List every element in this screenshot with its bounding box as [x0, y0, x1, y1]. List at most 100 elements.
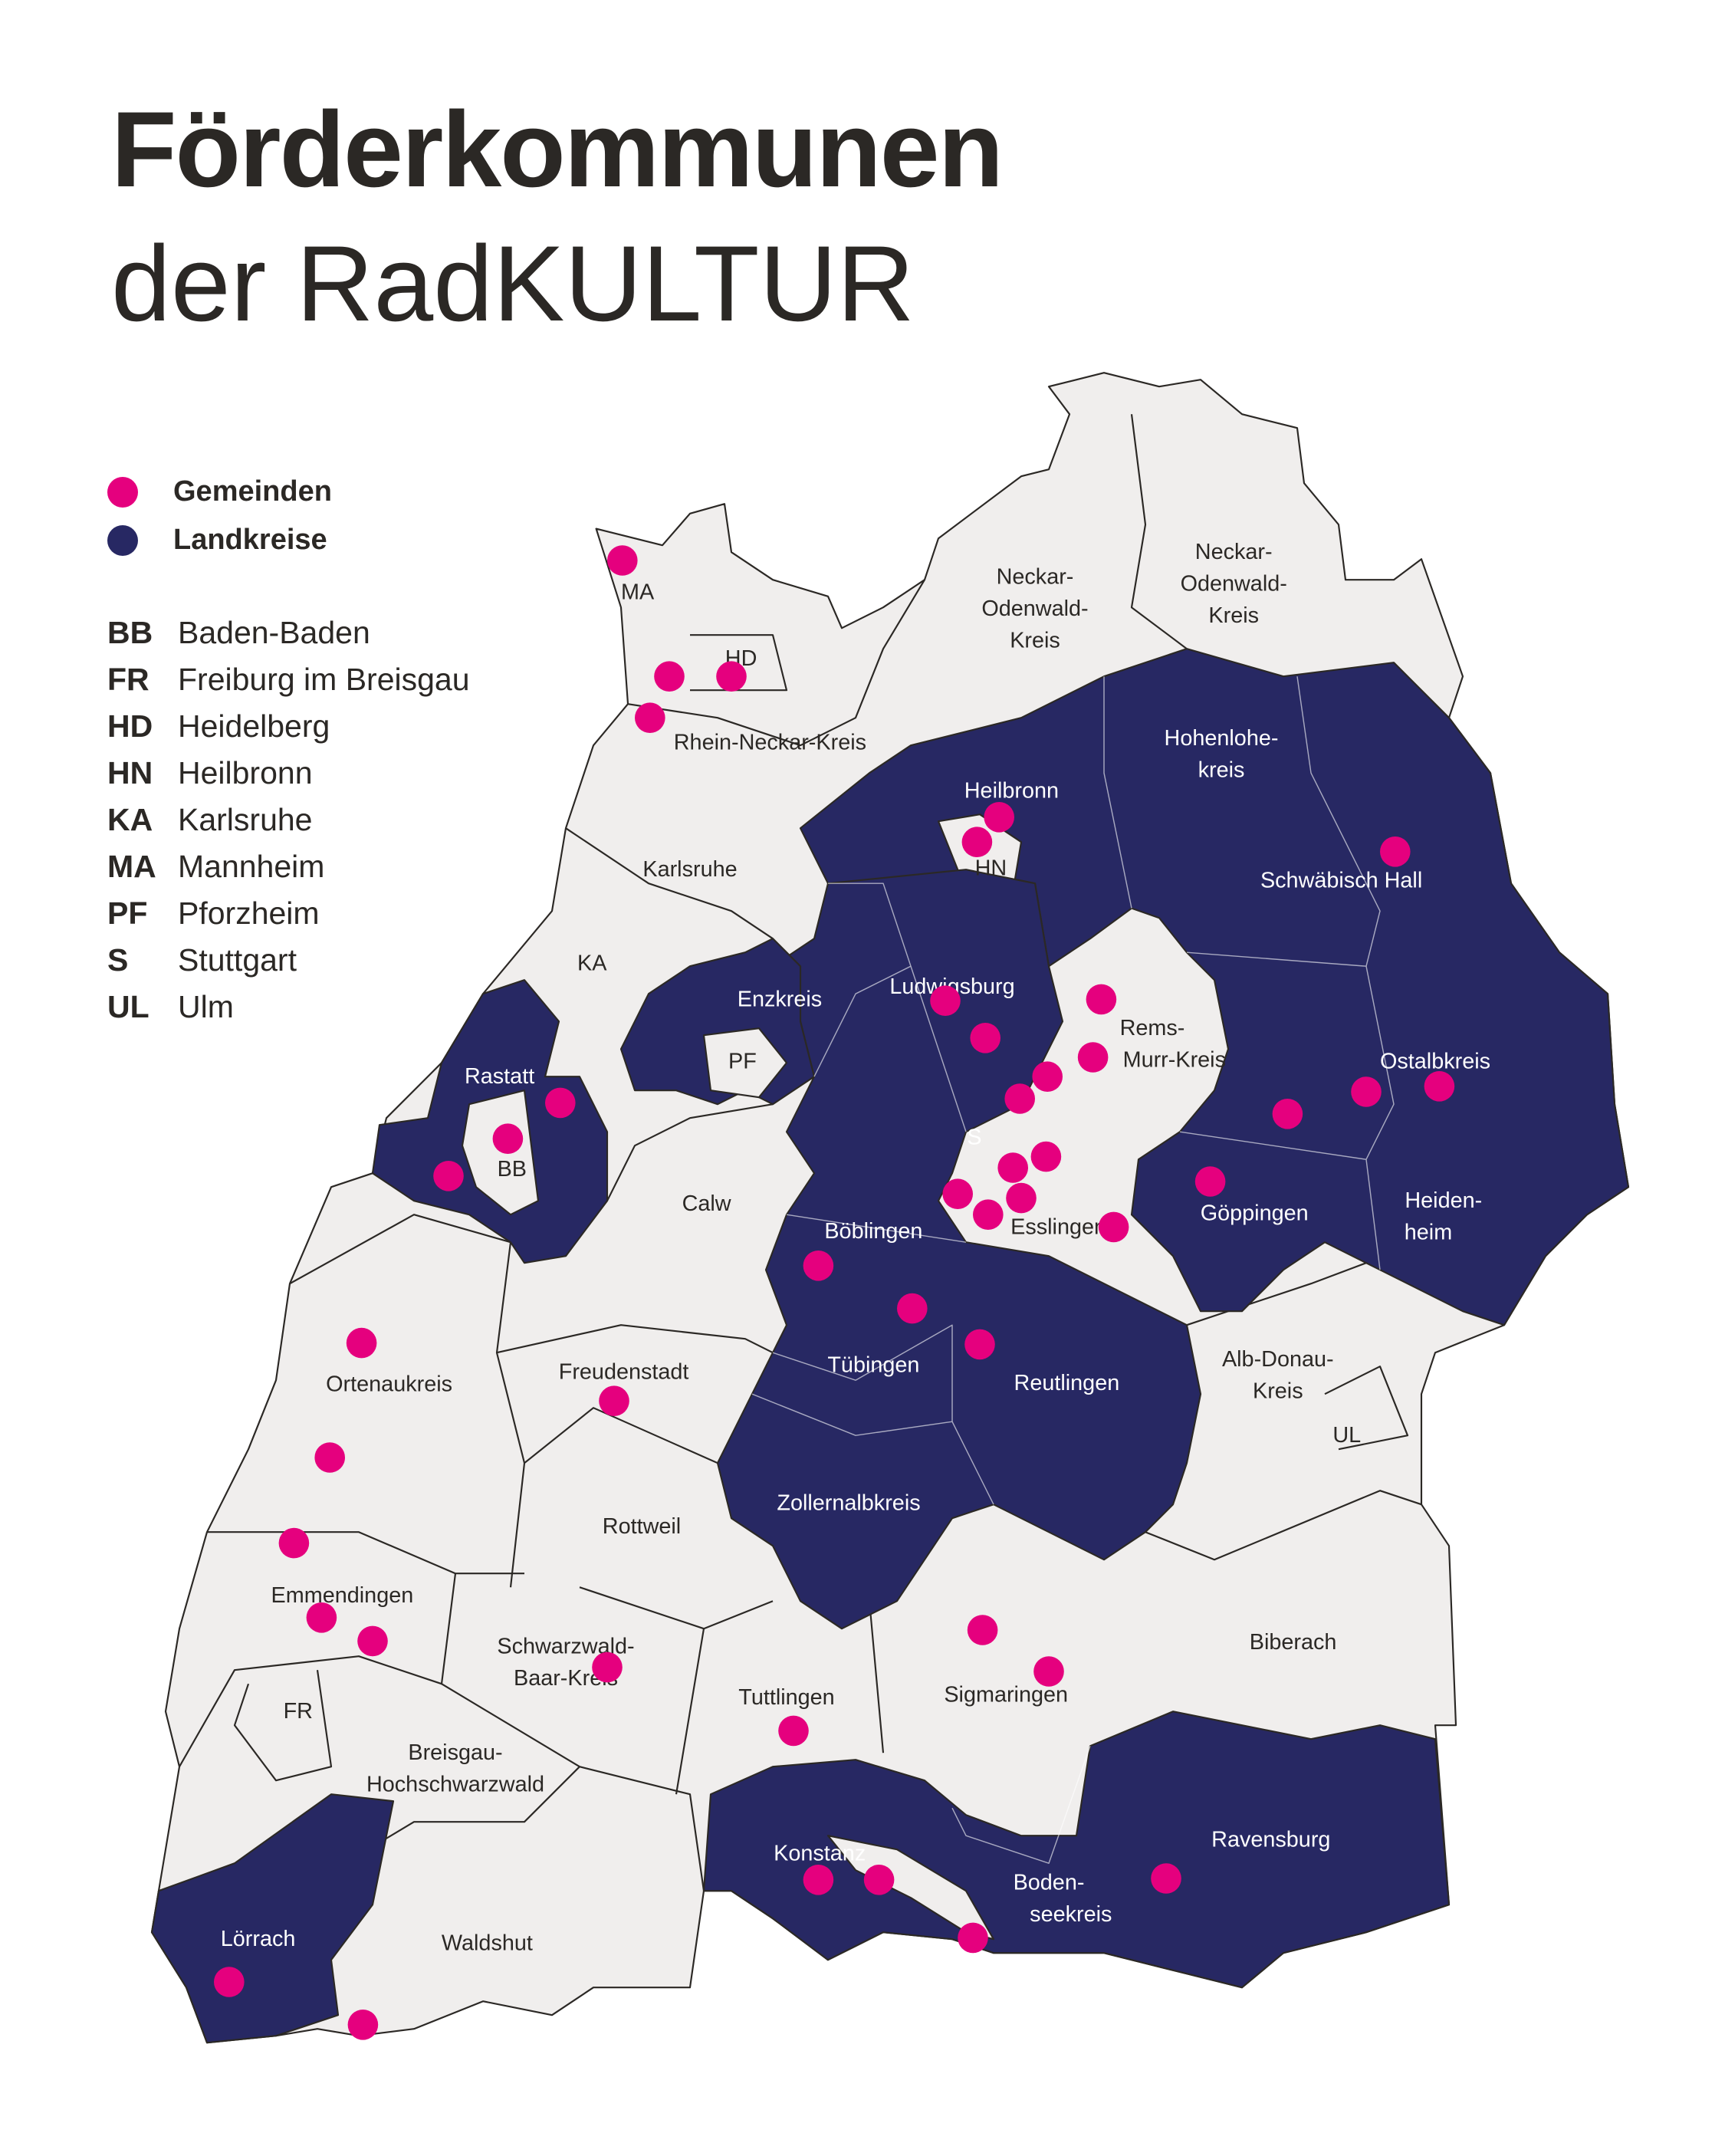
gemeinde-marker	[347, 2010, 379, 2040]
gemeinde-marker	[1424, 1071, 1455, 1102]
abbreviation-name: Heidelberg	[178, 708, 330, 744]
label-tuebingen: Tübingen	[827, 1352, 919, 1377]
abbreviation-list: BB Baden-Baden FR Freiburg im Breisgau HD H…	[107, 610, 470, 1030]
abbreviation-name: Freiburg im Breisgau	[178, 662, 470, 697]
gemeinde-marker	[984, 802, 1014, 833]
gemeinde-marker	[592, 1652, 623, 1683]
abbreviation-code: S	[107, 942, 129, 978]
abbreviation-row: HN Heilbronn	[107, 750, 470, 797]
label-neckar-odenwald-2a: Neckar-	[1195, 540, 1273, 564]
label-neckar-odenwald-1b: Odenwald-	[981, 597, 1088, 621]
navy-dot-icon	[107, 524, 138, 556]
label-neckar-odenwald-2c: Kreis	[1208, 603, 1259, 628]
abbreviation-row: UL Ulm	[107, 984, 470, 1030]
label-karlsruhe: Karlsruhe	[642, 857, 737, 882]
abbreviation-name: Mannheim	[178, 849, 325, 884]
label-biberach: Biberach	[1250, 1630, 1337, 1655]
gemeinde-marker	[863, 1865, 895, 1895]
legend: Gemeinden Landkreise	[107, 468, 332, 564]
landkreis-region-central	[716, 869, 1202, 1630]
title-line-2: der RadKULTUR	[111, 223, 915, 343]
gemeinde-marker	[967, 1615, 998, 1645]
label-tuttlingen: Tuttlingen	[738, 1685, 834, 1710]
gemeinden-markers	[214, 545, 1455, 2040]
label-konstanz: Konstanz	[774, 1842, 866, 1866]
gemeinde-marker	[716, 661, 747, 692]
gemeinde-marker	[1272, 1099, 1303, 1129]
gemeinde-marker	[1351, 1076, 1382, 1107]
label-rems-murr-a: Rems-	[1120, 1016, 1185, 1040]
abbreviation-row: HD Heidelberg	[107, 703, 470, 750]
gemeinde-marker	[897, 1293, 928, 1324]
abbreviation-code: HN	[107, 755, 153, 790]
abbreviation-code: PF	[107, 896, 148, 931]
gemeinde-marker	[1380, 836, 1411, 867]
label-hn: HN	[975, 856, 1007, 880]
landkreis-region-bodensee	[702, 1711, 1451, 1989]
gemeinde-marker	[964, 1329, 995, 1360]
gemeinde-marker	[1098, 1211, 1129, 1243]
legend-item-landkreise: Landkreise	[107, 516, 332, 564]
label-neckar-odenwald-2b: Odenwald-	[1181, 572, 1287, 597]
gemeinde-marker	[1032, 1061, 1063, 1092]
landkreis-inner-boundaries	[751, 676, 1395, 1864]
gemeinde-marker	[1086, 984, 1117, 1015]
label-rottweil: Rottweil	[603, 1514, 681, 1539]
gemeinde-marker	[433, 1161, 464, 1191]
gemeinde-marker	[803, 1251, 834, 1281]
abbreviation-code: BB	[107, 615, 153, 650]
gemeinde-marker	[961, 827, 993, 857]
abbreviation-name: Stuttgart	[178, 942, 297, 978]
gemeinde-marker	[1033, 1656, 1064, 1687]
title-line-1: Förderkommunen	[111, 89, 1004, 209]
gemeinde-marker	[314, 1442, 345, 1473]
label-calw: Calw	[682, 1191, 731, 1216]
label-goeppingen: Göppingen	[1201, 1201, 1309, 1225]
label-pf: PF	[728, 1049, 757, 1073]
label-hohenlohe-a: Hohenlohe-	[1165, 726, 1279, 751]
gemeinde-marker	[1006, 1182, 1037, 1214]
abbreviation-row: MA Mannheim	[107, 843, 470, 890]
label-loerrach: Lörrach	[221, 1927, 296, 1951]
abbreviation-code: FR	[107, 662, 150, 697]
gemeinde-marker	[973, 1199, 1004, 1230]
label-rastatt: Rastatt	[465, 1064, 534, 1089]
gemeinde-marker	[1030, 1141, 1062, 1172]
abbreviation-row: BB Baden-Baden	[107, 610, 470, 656]
label-esslingen: Esslingen	[1010, 1214, 1106, 1239]
gemeinde-marker	[778, 1715, 809, 1747]
abbreviation-name: Heilbronn	[178, 755, 313, 790]
abbreviation-row: S Stuttgart	[107, 937, 470, 984]
label-heidenheim-a: Heiden-	[1405, 1188, 1482, 1213]
gemeinde-marker	[278, 1527, 310, 1559]
abbreviation-code: MA	[107, 849, 156, 884]
gemeinde-marker	[803, 1865, 834, 1895]
label-bhs-a: Breisgau-	[408, 1740, 502, 1765]
abbreviation-code: HD	[107, 708, 153, 744]
label-ravensburg: Ravensburg	[1211, 1828, 1330, 1852]
gemeinde-marker	[607, 545, 638, 576]
pforzheim-city	[702, 1027, 788, 1099]
pink-dot-icon	[107, 476, 138, 508]
gemeinde-marker	[1151, 1863, 1181, 1894]
gemeinde-marker	[635, 702, 665, 733]
gemeinde-marker	[1194, 1166, 1226, 1197]
district-boundaries	[179, 414, 1422, 1891]
label-ortenaukreis: Ortenaukreis	[326, 1372, 452, 1397]
gemeinde-marker	[545, 1087, 576, 1119]
label-reutlingen: Reutlingen	[1014, 1371, 1120, 1395]
gemeinde-marker	[306, 1602, 337, 1633]
label-bb: BB	[498, 1157, 527, 1182]
gemeinde-marker	[346, 1327, 377, 1359]
abbreviation-row: KA Karlsruhe	[107, 797, 470, 843]
label-fr: FR	[284, 1699, 313, 1724]
gemeinde-marker	[958, 1922, 988, 1954]
label-emmendingen: Emmendingen	[271, 1583, 414, 1608]
label-neckar-odenwald-1a: Neckar-	[997, 565, 1074, 590]
gemeinde-marker	[492, 1123, 524, 1154]
gemeinde-marker	[930, 985, 961, 1016]
label-hohenlohe-b: kreis	[1198, 758, 1245, 783]
label-waldshut: Waldshut	[442, 1931, 533, 1956]
label-heidenheim-b: heim	[1405, 1221, 1452, 1245]
gemeinde-marker	[970, 1023, 1001, 1053]
